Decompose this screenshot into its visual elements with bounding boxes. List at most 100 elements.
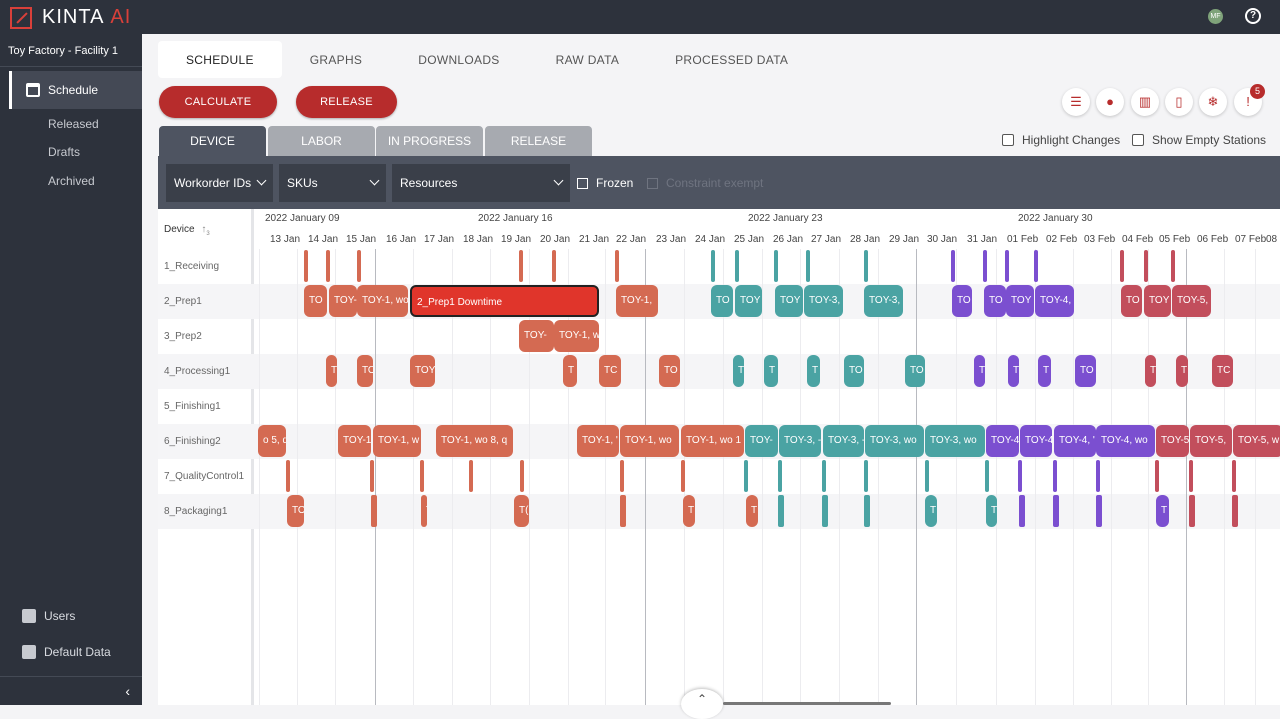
workorder-block[interactable]: TO [984,285,1006,317]
workorder-block[interactable]: TOY-1, wo 8, q [436,425,513,457]
workorder-block[interactable]: TOY-1, wo 1 [681,425,744,457]
skus-select[interactable]: SKUs [279,164,386,202]
workorder-block[interactable]: T [764,355,778,387]
calculate-button[interactable]: CALCULATE [159,86,277,118]
schedule-tick[interactable] [925,460,929,492]
schedule-tick[interactable] [735,250,739,282]
schedule-tick[interactable] [864,250,868,282]
workorder-block[interactable]: TO [844,355,864,387]
schedule-tick[interactable] [519,250,523,282]
user-avatar[interactable]: MF [1208,9,1223,24]
workorder-block[interactable]: TOY-4, [1035,285,1074,317]
schedule-tick[interactable] [822,460,826,492]
horizontal-scrollbar[interactable] [723,702,891,705]
schedule-tick[interactable] [370,460,374,492]
workorder-block[interactable]: T( [514,495,529,527]
schedule-tick[interactable] [1053,495,1059,527]
workorder-block[interactable]: TOY-4, wo [1096,425,1155,457]
show-empty-stations-checkbox[interactable]: Show Empty Stations [1132,133,1266,147]
schedule-tick[interactable] [469,460,473,492]
columns-icon[interactable]: ▯ [1165,88,1193,116]
workorder-block[interactable]: T [807,355,820,387]
workorder-block[interactable]: TOY [1006,285,1034,317]
schedule-tick[interactable] [1120,250,1124,282]
schedule-tick[interactable] [615,250,619,282]
sidebar-item-archived[interactable]: Archived [48,174,95,188]
workorder-block[interactable]: TOY-1, w [554,320,599,352]
checkbox-box[interactable] [1132,134,1144,146]
schedule-tick[interactable] [1005,250,1009,282]
schedule-tick[interactable] [1189,495,1195,527]
workorder-block[interactable]: T [746,495,758,527]
tab-in-progress[interactable]: IN PROGRESS [376,126,483,156]
schedule-tick[interactable] [744,460,748,492]
device-column-header[interactable]: Device ↑3 [164,224,210,237]
workorder-block[interactable]: TO [1121,285,1142,317]
workorder-block[interactable]: TO [952,285,972,317]
workorder-block[interactable]: TO [905,355,925,387]
checkbox-box[interactable] [1002,134,1014,146]
medal-icon[interactable]: ● [1096,88,1124,116]
schedule-tick[interactable] [1189,460,1193,492]
schedule-tick[interactable] [711,250,715,282]
schedule-tick[interactable] [822,495,828,527]
schedule-tick[interactable] [1019,495,1025,527]
schedule-tick[interactable] [864,460,868,492]
workorder-block[interactable]: T [1008,355,1019,387]
chevron-up-icon[interactable]: ⌃ [681,689,723,719]
schedule-tick[interactable] [520,460,524,492]
tab-processed-data[interactable]: PROCESSED DATA [675,52,789,67]
downtime-block[interactable]: 2_Prep1 Downtime [410,285,599,317]
schedule-tick[interactable] [985,460,989,492]
schedule-tick[interactable] [864,495,870,527]
workorder-block[interactable]: TOY-5, [1172,285,1211,317]
workorder-block[interactable]: TOY-3, - [823,425,864,457]
schedule-tick[interactable] [1171,250,1175,282]
tab-device[interactable]: DEVICE [159,126,266,156]
tab-graphs[interactable]: GRAPHS [309,52,363,67]
help-icon[interactable]: ? [1245,8,1261,24]
workorder-block[interactable]: T [1156,495,1169,527]
workorder-block[interactable]: TOY-1, wo [620,425,679,457]
schedule-tick[interactable] [681,460,685,492]
workorder-block[interactable]: TOY-1 [338,425,371,457]
kinta-logo[interactable]: KINTA AI [10,6,131,29]
workorder-block[interactable]: TOY- [519,320,554,352]
workorder-block[interactable]: TC [599,355,621,387]
workorder-block[interactable]: T [1145,355,1156,387]
workorder-block[interactable]: TOY-4 [986,425,1019,457]
workorder-block[interactable]: T [1176,355,1188,387]
workorder-block[interactable]: TOY [735,285,762,317]
workorder-block[interactable]: TOY-3, wo [865,425,924,457]
tab-release[interactable]: RELEASE [485,126,592,156]
schedule-tick[interactable] [806,250,810,282]
workorder-block[interactable]: TOY-1, wo [357,285,408,317]
workorder-block[interactable]: T [733,355,744,387]
workorder-block[interactable]: T [326,355,337,387]
schedule-tick[interactable] [371,495,377,527]
workorder-block[interactable]: T [925,495,937,527]
schedule-tick[interactable] [1053,460,1057,492]
schedule-tick[interactable] [420,460,424,492]
workorder-block[interactable]: T [1038,355,1051,387]
schedule-tick[interactable] [1018,460,1022,492]
schedule-tick[interactable] [304,250,308,282]
workorder-block[interactable]: TO [357,355,373,387]
settings-sliders-icon[interactable]: ☰ [1062,88,1090,116]
schedule-tick[interactable] [286,460,290,492]
workorder-block[interactable]: TOY-3, - [779,425,821,457]
workorder-block[interactable]: TO [659,355,680,387]
sidebar-item-default-data[interactable]: Default Data [22,645,111,659]
schedule-tick[interactable] [620,460,624,492]
schedule-tick[interactable] [357,250,361,282]
workorder-block[interactable]: TOY-5 [1156,425,1189,457]
workorder-block[interactable]: TOY-4, ' [1054,425,1096,457]
release-button[interactable]: RELEASE [296,86,397,118]
schedule-tick[interactable] [1144,250,1148,282]
sidebar-item-released[interactable]: Released [48,117,99,131]
schedule-tick[interactable] [774,250,778,282]
workorder-block[interactable]: TOY-5, [1190,425,1232,457]
schedule-tick[interactable] [1096,495,1102,527]
workorder-block[interactable]: TOY [775,285,803,317]
tab-raw-data[interactable]: RAW DATA [555,52,620,67]
